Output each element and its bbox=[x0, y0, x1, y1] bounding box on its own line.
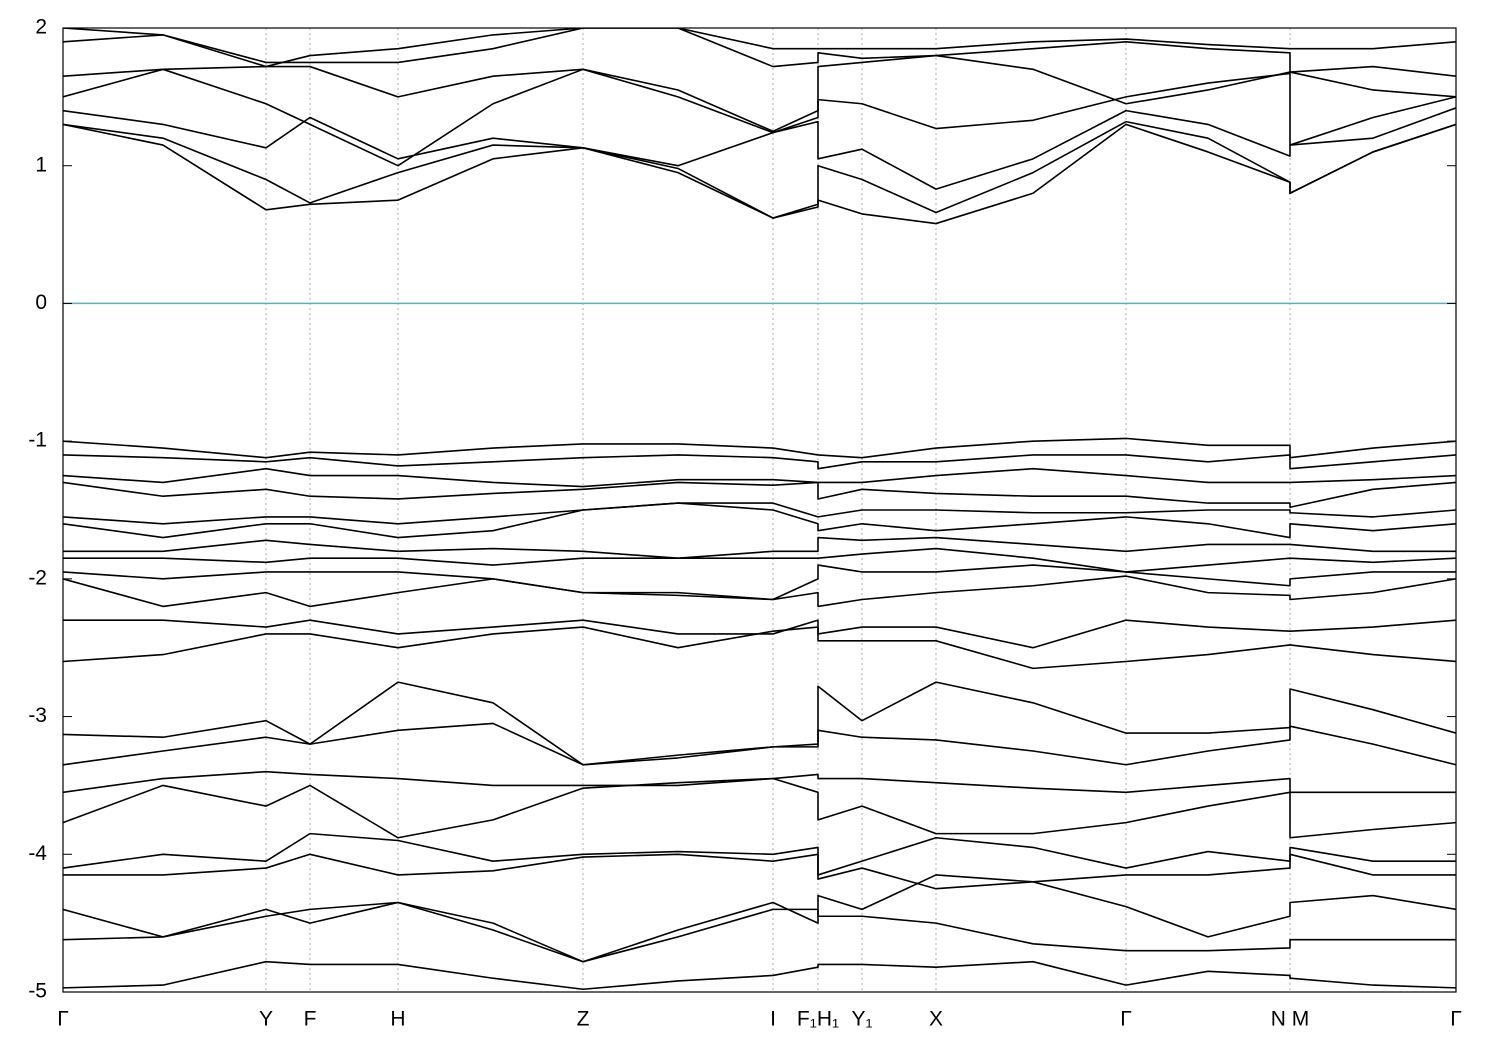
band-line bbox=[63, 502, 1456, 539]
x-tick-label: F bbox=[304, 1008, 317, 1031]
x-tick-label: H bbox=[390, 1008, 405, 1031]
band-line bbox=[63, 54, 1456, 133]
y-tick-label: 1 bbox=[35, 153, 47, 176]
x-tick-label: N M bbox=[1271, 1008, 1310, 1031]
x-tick-label: Γ bbox=[1120, 1008, 1132, 1031]
band-line bbox=[63, 770, 1456, 794]
y-tick-label: 2 bbox=[35, 16, 47, 39]
band-line bbox=[63, 547, 1456, 573]
y-tick-label: -3 bbox=[28, 704, 47, 727]
y-tick-label: 0 bbox=[35, 291, 47, 314]
band-line bbox=[63, 960, 1456, 991]
x-tick-label: F₁H₁ bbox=[797, 1008, 839, 1031]
band-line bbox=[63, 681, 1456, 766]
band-line bbox=[63, 722, 1456, 766]
y-tick-label: -1 bbox=[28, 429, 47, 452]
band-line bbox=[63, 832, 1456, 876]
band-line bbox=[63, 901, 1456, 963]
band-line bbox=[63, 467, 1456, 488]
band-line bbox=[63, 619, 1456, 649]
band-line bbox=[63, 28, 1456, 68]
band-line bbox=[63, 68, 1456, 167]
x-tick-label: Z bbox=[577, 1008, 590, 1031]
x-tick-label: Γ bbox=[57, 1008, 69, 1031]
band-line bbox=[63, 564, 1456, 601]
band-line bbox=[63, 853, 1456, 890]
y-tick-label: -5 bbox=[28, 980, 47, 1003]
x-tick-label: I bbox=[770, 1008, 776, 1031]
band-line bbox=[63, 502, 1456, 525]
band-line bbox=[63, 437, 1456, 459]
y-tick-label: -2 bbox=[28, 566, 47, 589]
band-line bbox=[63, 107, 1456, 190]
x-tick-label: Y bbox=[259, 1008, 273, 1031]
band-line bbox=[63, 28, 1456, 77]
band-line bbox=[63, 120, 1456, 219]
band-line bbox=[63, 626, 1456, 670]
band-line bbox=[63, 575, 1456, 608]
band-line bbox=[63, 454, 1456, 470]
band-line bbox=[63, 536, 1456, 559]
x-tick-label: Y₁ bbox=[851, 1008, 872, 1031]
band-line bbox=[63, 777, 1456, 839]
y-tick-label: -4 bbox=[28, 842, 47, 865]
plot-frame bbox=[62, 27, 1457, 993]
x-tick-label: X bbox=[929, 1008, 943, 1031]
data-layer bbox=[63, 28, 1456, 991]
band-line bbox=[63, 481, 1456, 509]
axis-layer: Γ Y F H Z I F₁H₁ Y₁ X Γ N M Γ -5 -4 -3 -2 -1 0 1 2 bbox=[28, 16, 1461, 1031]
x-tick-label: Γ bbox=[1450, 1008, 1462, 1031]
